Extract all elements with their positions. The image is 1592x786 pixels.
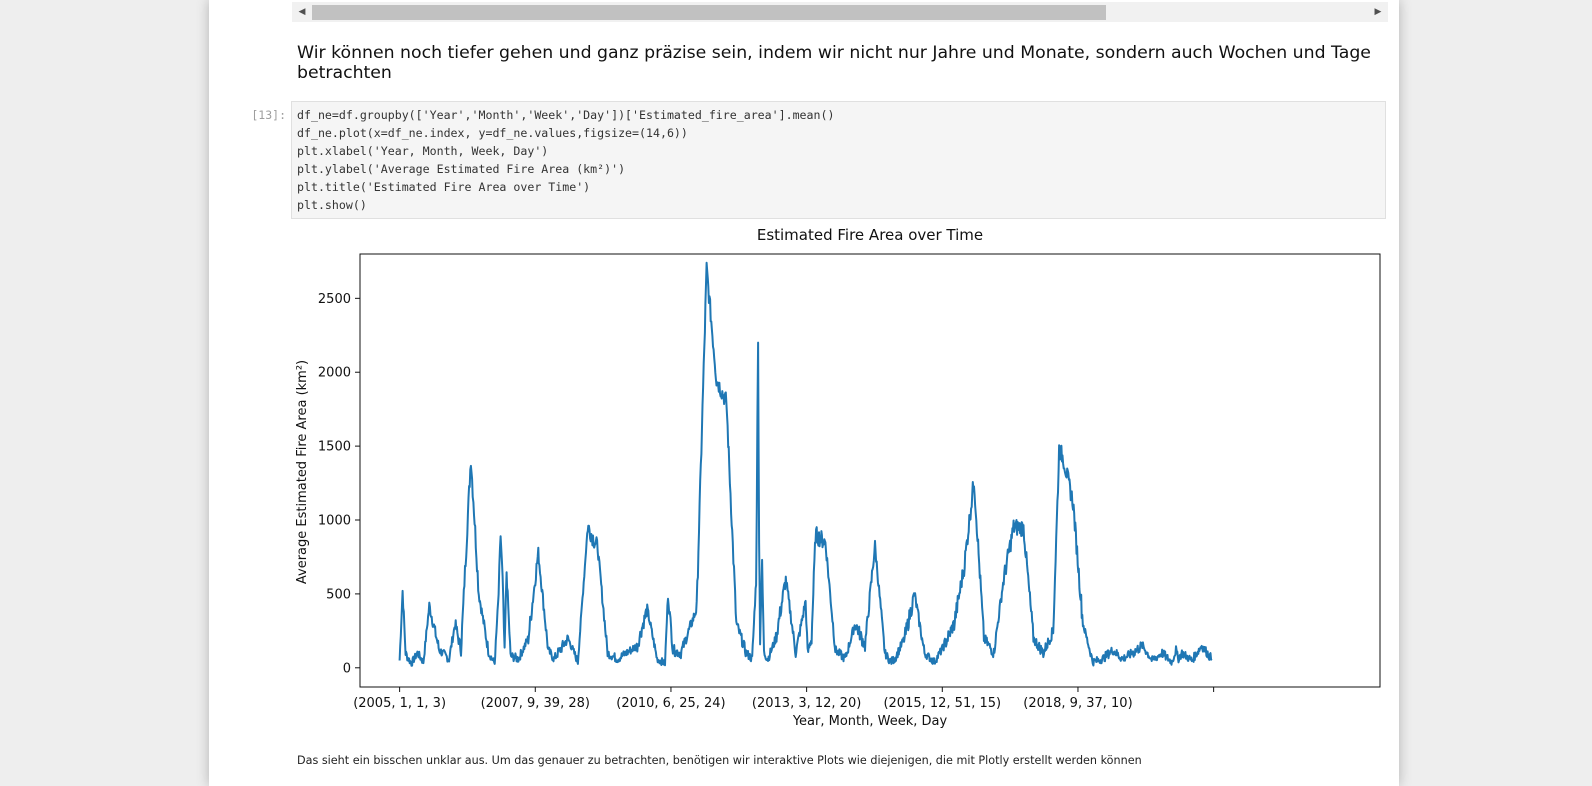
triangle-right-icon[interactable]: ▶: [1374, 7, 1382, 17]
x-tick-label: (2007, 9, 39, 28): [481, 696, 590, 711]
code-line: plt.title('Estimated Fire Area over Time…: [297, 180, 591, 195]
code-line: plt.xlabel('Year, Month, Week, Day'): [297, 144, 549, 159]
y-tick-label: 2500: [318, 292, 351, 307]
line-chart: Estimated Fire Area over Time 0 500 1000 15…: [295, 226, 1381, 729]
y-tick-label: 1500: [318, 440, 351, 455]
horizontal-scrollbar[interactable]: ◀ ▶: [292, 2, 1388, 22]
chart-title: Estimated Fire Area over Time: [757, 226, 983, 244]
code-line: df_ne.plot(x=df_ne.index, y=df_ne.values…: [297, 126, 688, 141]
y-tick-label: 500: [326, 587, 351, 602]
scrollbar-thumb[interactable]: [312, 5, 1106, 20]
x-tick-label: (2010, 6, 25, 24): [616, 696, 725, 711]
x-axis-ticks: (2005, 1, 1, 3) (2007, 9, 39, 28) (2010, 6…: [353, 687, 1215, 711]
markdown-heading: Wir können noch tiefer gehen und ganz pr…: [297, 43, 1371, 83]
y-axis-ticks: 0 500 1000 1500 2000 2500: [318, 292, 360, 676]
y-tick-label: 0: [343, 661, 351, 676]
y-tick-label: 1000: [318, 514, 351, 529]
plot-frame: [359, 253, 1381, 688]
x-tick-label: (2013, 3, 12, 20): [752, 696, 861, 711]
cell-prompt: [13]:: [251, 108, 286, 122]
x-axis-label: Year, Month, Week, Day: [792, 714, 948, 729]
x-tick-label: (2018, 9, 37, 10): [1023, 696, 1132, 711]
x-tick-label: (2015, 12, 51, 15): [883, 696, 1001, 711]
triangle-left-icon[interactable]: ◀: [298, 7, 306, 17]
code-editor[interactable]: df_ne=df.groupby(['Year','Month','Week',…: [297, 106, 834, 215]
x-tick-label: (2005, 1, 1, 3): [353, 696, 446, 711]
code-line: df_ne=df.groupby(['Year','Month','Week',…: [297, 108, 835, 122]
code-line: plt.show(): [297, 198, 367, 213]
y-tick-label: 2000: [318, 366, 351, 381]
code-cell[interactable]: [291, 101, 1386, 219]
markdown-paragraph: Das sieht ein bisschen unklar aus. Um da…: [297, 754, 1142, 767]
code-line: plt.ylabel('Average Estimated Fire Area …: [297, 162, 626, 177]
y-axis-label: Average Estimated Fire Area (km²): [295, 360, 310, 584]
chart-series-line: [398, 261, 1213, 667]
